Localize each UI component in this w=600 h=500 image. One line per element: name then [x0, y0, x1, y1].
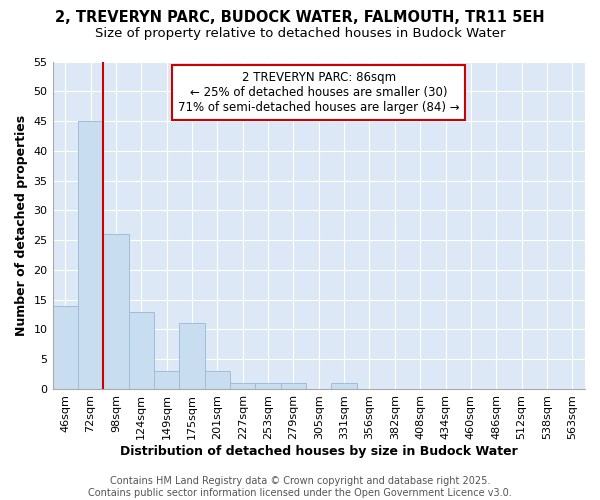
- Bar: [179, 324, 205, 389]
- Bar: [53, 306, 78, 389]
- Text: 2, TREVERYN PARC, BUDOCK WATER, FALMOUTH, TR11 5EH: 2, TREVERYN PARC, BUDOCK WATER, FALMOUTH…: [55, 10, 545, 25]
- Text: 2 TREVERYN PARC: 86sqm
← 25% of detached houses are smaller (30)
71% of semi-det: 2 TREVERYN PARC: 86sqm ← 25% of detached…: [178, 72, 460, 114]
- Bar: [103, 234, 128, 389]
- Text: Contains HM Land Registry data © Crown copyright and database right 2025.
Contai: Contains HM Land Registry data © Crown c…: [88, 476, 512, 498]
- Bar: [154, 371, 179, 389]
- Bar: [230, 383, 256, 389]
- Bar: [256, 383, 281, 389]
- X-axis label: Distribution of detached houses by size in Budock Water: Distribution of detached houses by size …: [120, 444, 518, 458]
- Bar: [281, 383, 306, 389]
- Text: Size of property relative to detached houses in Budock Water: Size of property relative to detached ho…: [95, 28, 505, 40]
- Bar: [205, 371, 230, 389]
- Bar: [128, 312, 154, 389]
- Y-axis label: Number of detached properties: Number of detached properties: [15, 114, 28, 336]
- Bar: [78, 121, 103, 389]
- Bar: [331, 383, 357, 389]
